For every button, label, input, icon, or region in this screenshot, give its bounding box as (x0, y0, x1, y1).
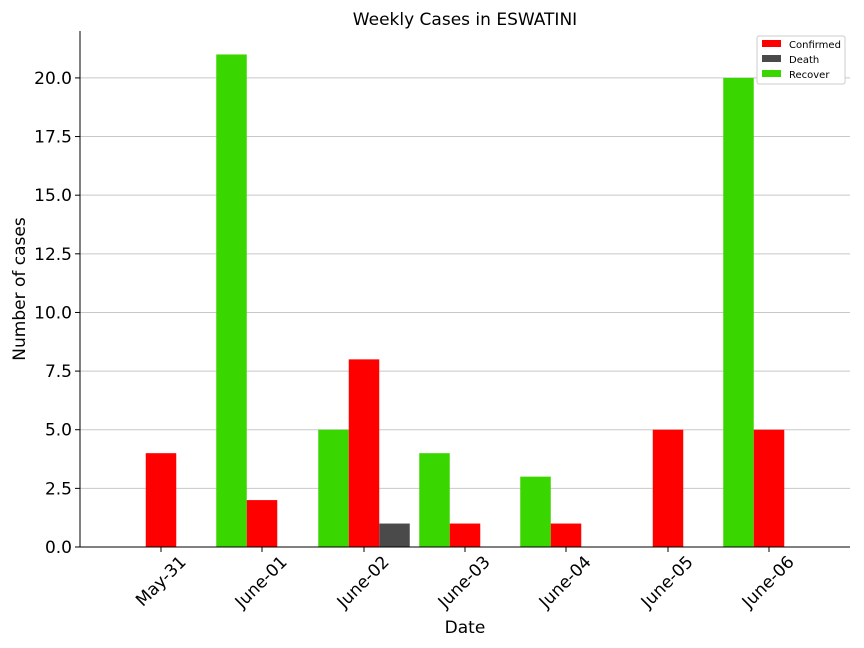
y-tick-label: 15.0 (34, 186, 72, 206)
legend-label-recover: Recover (789, 70, 830, 81)
bar-confirmed-june-05 (652, 429, 684, 547)
legend-swatch-confirmed (762, 40, 781, 47)
y-tick-label: 2.5 (45, 479, 72, 499)
y-tick-label: 10.0 (34, 303, 72, 323)
bar-recover-june-06 (723, 77, 754, 547)
legend-swatch-death (762, 55, 781, 62)
bar-confirmed-june-06 (753, 429, 785, 547)
bar-confirmed-may-31 (145, 453, 177, 547)
y-tick-label: 20.0 (34, 69, 72, 89)
bar-death-june-02 (379, 523, 410, 547)
y-tick-label: 5.0 (45, 421, 72, 441)
legend: Confirmed Death Recover (756, 35, 846, 85)
y-tick-label: 0.0 (45, 538, 72, 558)
bar-recover-june-03 (419, 453, 450, 547)
chart-title: Weekly Cases in ESWATINI (353, 10, 577, 30)
legend-swatch-recover (762, 70, 781, 77)
y-tick-label: 17.5 (34, 128, 72, 148)
y-axis-label: Number of cases (10, 217, 30, 361)
x-axis-label: Date (445, 618, 486, 638)
bar-confirmed-june-01 (246, 500, 278, 547)
legend-label-death: Death (789, 55, 819, 66)
bar-recover-june-01 (216, 54, 247, 548)
bar-recover-june-02 (318, 429, 349, 547)
legend-label-confirmed: Confirmed (789, 40, 841, 51)
bar-confirmed-june-02 (348, 359, 380, 547)
y-tick-label: 12.5 (34, 245, 72, 265)
y-ticks: 0.0 2.5 5.0 7.5 10.0 12.5 15.0 17.5 20.0 (34, 69, 80, 558)
bar-confirmed-june-04 (550, 523, 582, 547)
bar-recover-june-04 (520, 476, 551, 547)
y-tick-label: 7.5 (45, 362, 72, 382)
bar-confirmed-june-03 (449, 523, 481, 547)
gridlines (80, 77, 850, 489)
bars (145, 54, 785, 548)
